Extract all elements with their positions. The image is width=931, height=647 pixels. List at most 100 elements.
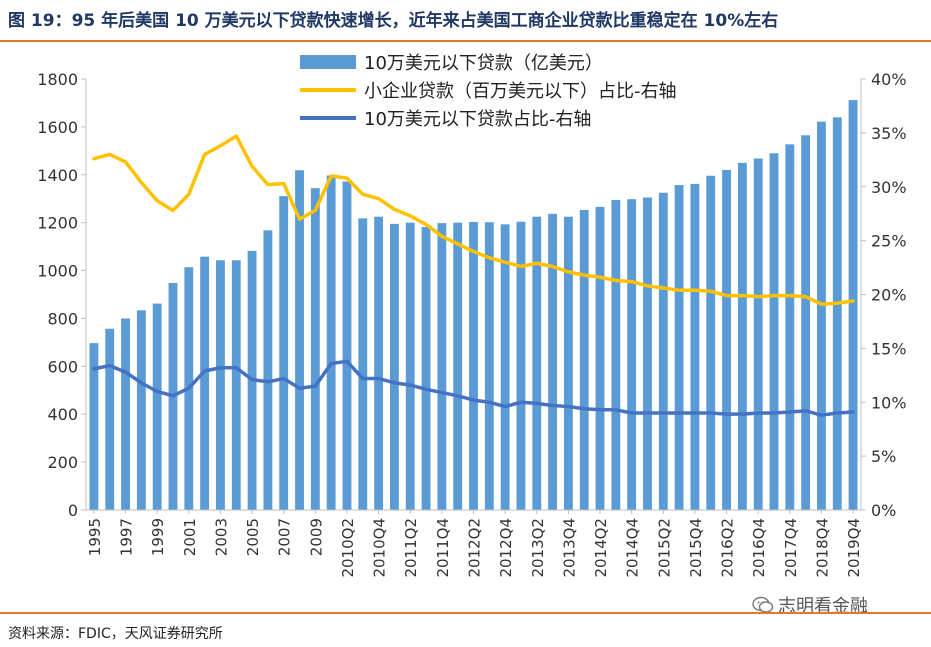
bar [611,199,621,511]
x-tick-label: 2014Q2 [592,518,610,578]
bar [484,222,494,510]
y-tick-label: 1200 [37,214,78,233]
bar [326,175,336,510]
x-tick-label: 2013Q4 [560,518,578,578]
bar [579,209,589,511]
legend-swatch-bar [300,55,356,69]
bar [753,158,763,510]
line-series [92,134,855,417]
y2-tick-label: 35% [871,124,907,143]
bar [801,135,811,510]
bar [453,222,463,511]
bar [295,170,304,511]
y2-tick-label: 20% [871,286,907,305]
x-tick-label: 2012Q2 [466,518,484,578]
bar [279,196,289,510]
y2-tick-label: 25% [871,232,907,251]
bar [358,218,368,511]
bar [437,223,447,510]
source-note: 资料来源：FDIC，天风证券研究所 [8,626,223,642]
bottom-divider [0,612,931,614]
bar [769,153,779,511]
bar [643,197,652,510]
y-tick-label: 1400 [37,166,78,185]
x-tick-label: 2009 [307,518,325,556]
x-tick-label: 2019Q4 [845,518,863,578]
bar [706,175,716,511]
bar [563,216,573,510]
legend-label: 10万美元以下贷款（亿美元） [364,53,603,74]
x-tick-label: 2010Q2 [339,518,357,578]
line-under-100k-share [92,359,855,417]
bar [832,117,842,510]
y-tick-label: 400 [47,405,78,424]
x-tick-label: 2005 [244,518,262,556]
bar [817,121,826,511]
y-tick-label: 0 [68,501,78,520]
bar [200,256,210,510]
bar [389,223,399,511]
bar-series [89,100,858,511]
y-tick-label: 1600 [37,118,78,137]
axes: 0 200 400 600 800 1000 1200 1400 1600 1800 0% 5% 10%… [37,70,906,578]
legend-label: 10万美元以下贷款占比-右轴 [364,109,591,130]
y2-tick-label: 0% [871,501,896,520]
wechat-icon [752,596,774,613]
y-tick-label: 800 [47,309,78,328]
x-tick-label: 2007 [276,518,294,556]
y-tick-label: 1000 [37,262,78,281]
bar [374,216,384,510]
bar [121,318,130,510]
bar [500,224,510,510]
y2-tick-label: 30% [871,178,907,197]
bar [152,303,162,510]
y-tick-label: 200 [47,453,78,472]
x-tick-label: 2015Q2 [655,518,673,578]
bar [516,221,526,510]
x-tick-label: 2001 [181,518,199,556]
bar [263,230,273,510]
x-tick-label: 2010Q4 [371,518,389,578]
bar [216,260,225,510]
bar [674,185,684,510]
bar [548,213,558,510]
bar [469,221,478,510]
figure-title: 图 19：95 年后美国 10 万美元以下贷款快速增长，近年来占美国工商企业贷款… [8,11,779,31]
bar [785,144,795,510]
x-tick-label: 2012Q4 [497,518,515,578]
bar [737,162,747,510]
bar [89,343,99,510]
y-tick-label: 1800 [37,70,78,89]
x-tick-label: 1999 [149,518,167,556]
y2-tick-label: 15% [871,339,907,358]
x-tick-label: 2015Q4 [687,518,705,578]
x-tick-label: 2003 [212,518,230,556]
x-tick-label: 2018Q4 [813,518,831,578]
top-divider [0,40,931,42]
legend: 10万美元以下贷款（亿美元） 小企业贷款（百万美元以下）占比-右轴 10万美元以下贷… [300,53,677,130]
y2-tick-label: 40% [871,70,907,89]
x-tick-label: 2017Q4 [782,518,800,578]
bar [231,260,241,510]
bar [310,188,320,510]
x-tick-label: 1997 [118,518,136,556]
y2-tick-label: 5% [871,447,896,466]
bar [342,181,352,511]
bar [690,183,700,510]
bar [105,328,115,510]
bar [848,100,858,510]
x-tick-label: 2013Q2 [529,518,547,578]
x-tick-label: 2016Q4 [750,518,768,578]
bar [627,199,637,510]
y2-tick-label: 10% [871,393,907,412]
bar [658,192,668,511]
x-tick-label: 2011Q2 [402,518,420,578]
bar [405,222,415,511]
x-tick-label: 1995 [86,518,104,556]
chart: 0 200 400 600 800 1000 1200 1400 1600 1800 0% 5% 10%… [37,53,906,578]
legend-label: 小企业贷款（百万美元以下）占比-右轴 [364,81,677,102]
x-tick-label: 2011Q4 [434,518,452,578]
bar [136,310,146,510]
line-small-business-share [92,134,855,306]
bar [595,206,605,511]
